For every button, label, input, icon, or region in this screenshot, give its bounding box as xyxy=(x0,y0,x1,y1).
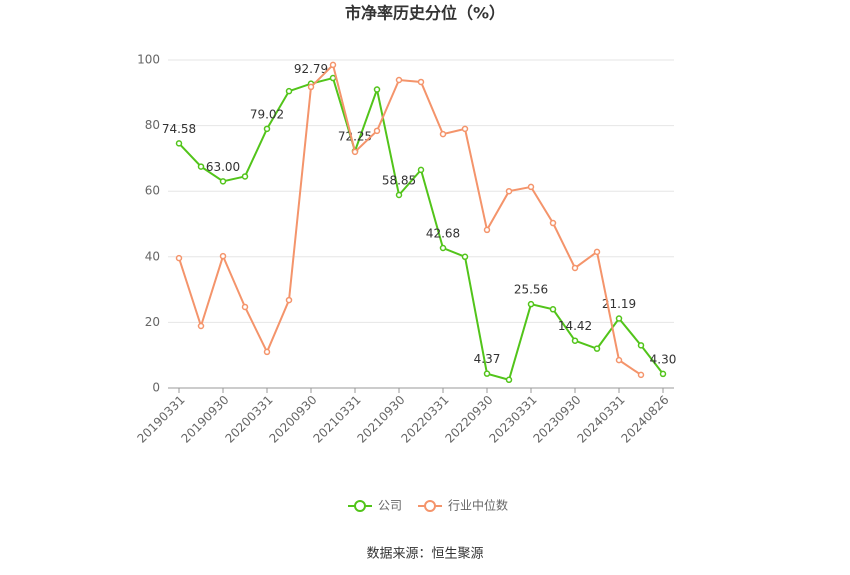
point xyxy=(659,370,667,378)
y-tick-label: 60 xyxy=(145,184,160,198)
point xyxy=(461,253,469,261)
point xyxy=(197,163,205,170)
value-label: 14.42 xyxy=(558,319,592,333)
point xyxy=(593,345,601,352)
value-label: 74.58 xyxy=(162,122,196,136)
y-tick-label: 0 xyxy=(152,381,160,395)
point xyxy=(241,173,249,180)
source: 数据来源：恒生聚源 xyxy=(366,547,483,562)
point xyxy=(395,191,403,199)
y-tick-label: 100 xyxy=(137,53,160,67)
value-label: 63.00 xyxy=(206,160,240,174)
point xyxy=(571,337,579,344)
value-label: 4.37 xyxy=(474,352,501,366)
point xyxy=(219,252,227,260)
value-label: 4.30 xyxy=(650,352,677,366)
chart-title: 市净率历史分位（%） xyxy=(345,4,505,23)
value-label: 25.56 xyxy=(514,283,548,297)
point xyxy=(197,322,205,330)
point xyxy=(263,348,271,356)
point xyxy=(549,306,557,313)
point xyxy=(329,74,337,82)
line xyxy=(178,62,642,376)
point xyxy=(505,187,513,195)
point xyxy=(351,148,359,156)
point xyxy=(395,76,403,84)
point xyxy=(615,315,623,322)
point xyxy=(175,254,183,262)
point xyxy=(373,86,381,93)
point xyxy=(549,219,557,227)
point xyxy=(527,183,535,191)
legend-marker xyxy=(424,500,437,512)
point xyxy=(637,371,645,379)
point xyxy=(417,78,425,86)
point xyxy=(593,248,601,256)
point xyxy=(505,376,513,384)
point xyxy=(373,127,381,135)
legend-label: 行业中位数 xyxy=(448,498,508,513)
point xyxy=(571,264,579,272)
point xyxy=(461,125,469,133)
point xyxy=(219,178,227,185)
point xyxy=(285,87,293,95)
point xyxy=(307,83,315,91)
point xyxy=(637,342,645,349)
point xyxy=(263,125,271,133)
value-label: 58.85 xyxy=(382,173,416,187)
point xyxy=(439,130,447,138)
value-label: 79.02 xyxy=(250,107,284,121)
line xyxy=(178,76,664,382)
point xyxy=(285,296,293,304)
legend-label: 公司 xyxy=(378,499,402,513)
point xyxy=(615,356,623,364)
point xyxy=(483,370,491,377)
value-label: 72.25 xyxy=(338,130,372,144)
x-tick-label: 20240826 xyxy=(619,393,672,446)
value-label: 21.19 xyxy=(602,297,636,311)
point xyxy=(483,226,491,234)
point xyxy=(527,300,535,308)
point xyxy=(417,166,425,174)
point xyxy=(241,303,249,311)
legend-marker xyxy=(354,500,366,512)
point xyxy=(175,140,183,147)
value-label: 42.68 xyxy=(426,227,460,241)
point xyxy=(329,61,337,69)
y-tick-label: 80 xyxy=(145,118,160,132)
point xyxy=(439,244,447,252)
y-tick-label: 40 xyxy=(145,249,160,263)
y-tick-label: 20 xyxy=(145,315,160,329)
value-label: 92.79 xyxy=(294,62,328,76)
